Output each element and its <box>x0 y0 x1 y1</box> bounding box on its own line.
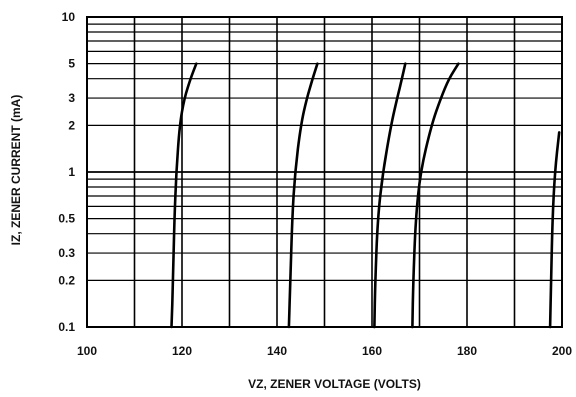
x-tick-labels: 100 120 140 160 180 200 <box>77 344 572 358</box>
y-tick-label: 0.3 <box>58 246 75 260</box>
x-tick-label: 160 <box>362 344 382 358</box>
series-curve-4 <box>411 62 460 329</box>
grid <box>87 17 562 327</box>
series-curve-5 <box>548 131 561 329</box>
y-tick-label: 10 <box>62 10 76 24</box>
x-axis-label: VZ, ZENER VOLTAGE (VOLTS) <box>248 377 421 391</box>
curves <box>170 62 561 329</box>
y-tick-label: 1 <box>68 165 75 179</box>
y-tick-label: 0.2 <box>58 273 75 287</box>
y-tick-label: 0.1 <box>58 320 75 334</box>
y-tick-label: 5 <box>68 57 75 71</box>
plot-frame <box>86 16 563 328</box>
x-tick-label: 140 <box>267 344 287 358</box>
x-tick-label: 100 <box>77 344 97 358</box>
series-curve-3 <box>373 62 407 329</box>
x-tick-label: 120 <box>172 344 192 358</box>
series-curve-2 <box>287 62 319 329</box>
y-tick-label: 0.5 <box>58 212 75 226</box>
x-tick-label: 180 <box>457 344 477 358</box>
y-tick-label: 3 <box>68 91 75 105</box>
series-curve-1 <box>170 62 198 329</box>
y-tick-label: 2 <box>68 118 75 132</box>
y-axis-label: IZ, ZENER CURRENT (mA) <box>9 95 23 246</box>
x-tick-label: 200 <box>552 344 572 358</box>
y-tick-labels: 0.1 0.2 0.3 0.5 1 2 3 5 10 <box>58 10 75 334</box>
